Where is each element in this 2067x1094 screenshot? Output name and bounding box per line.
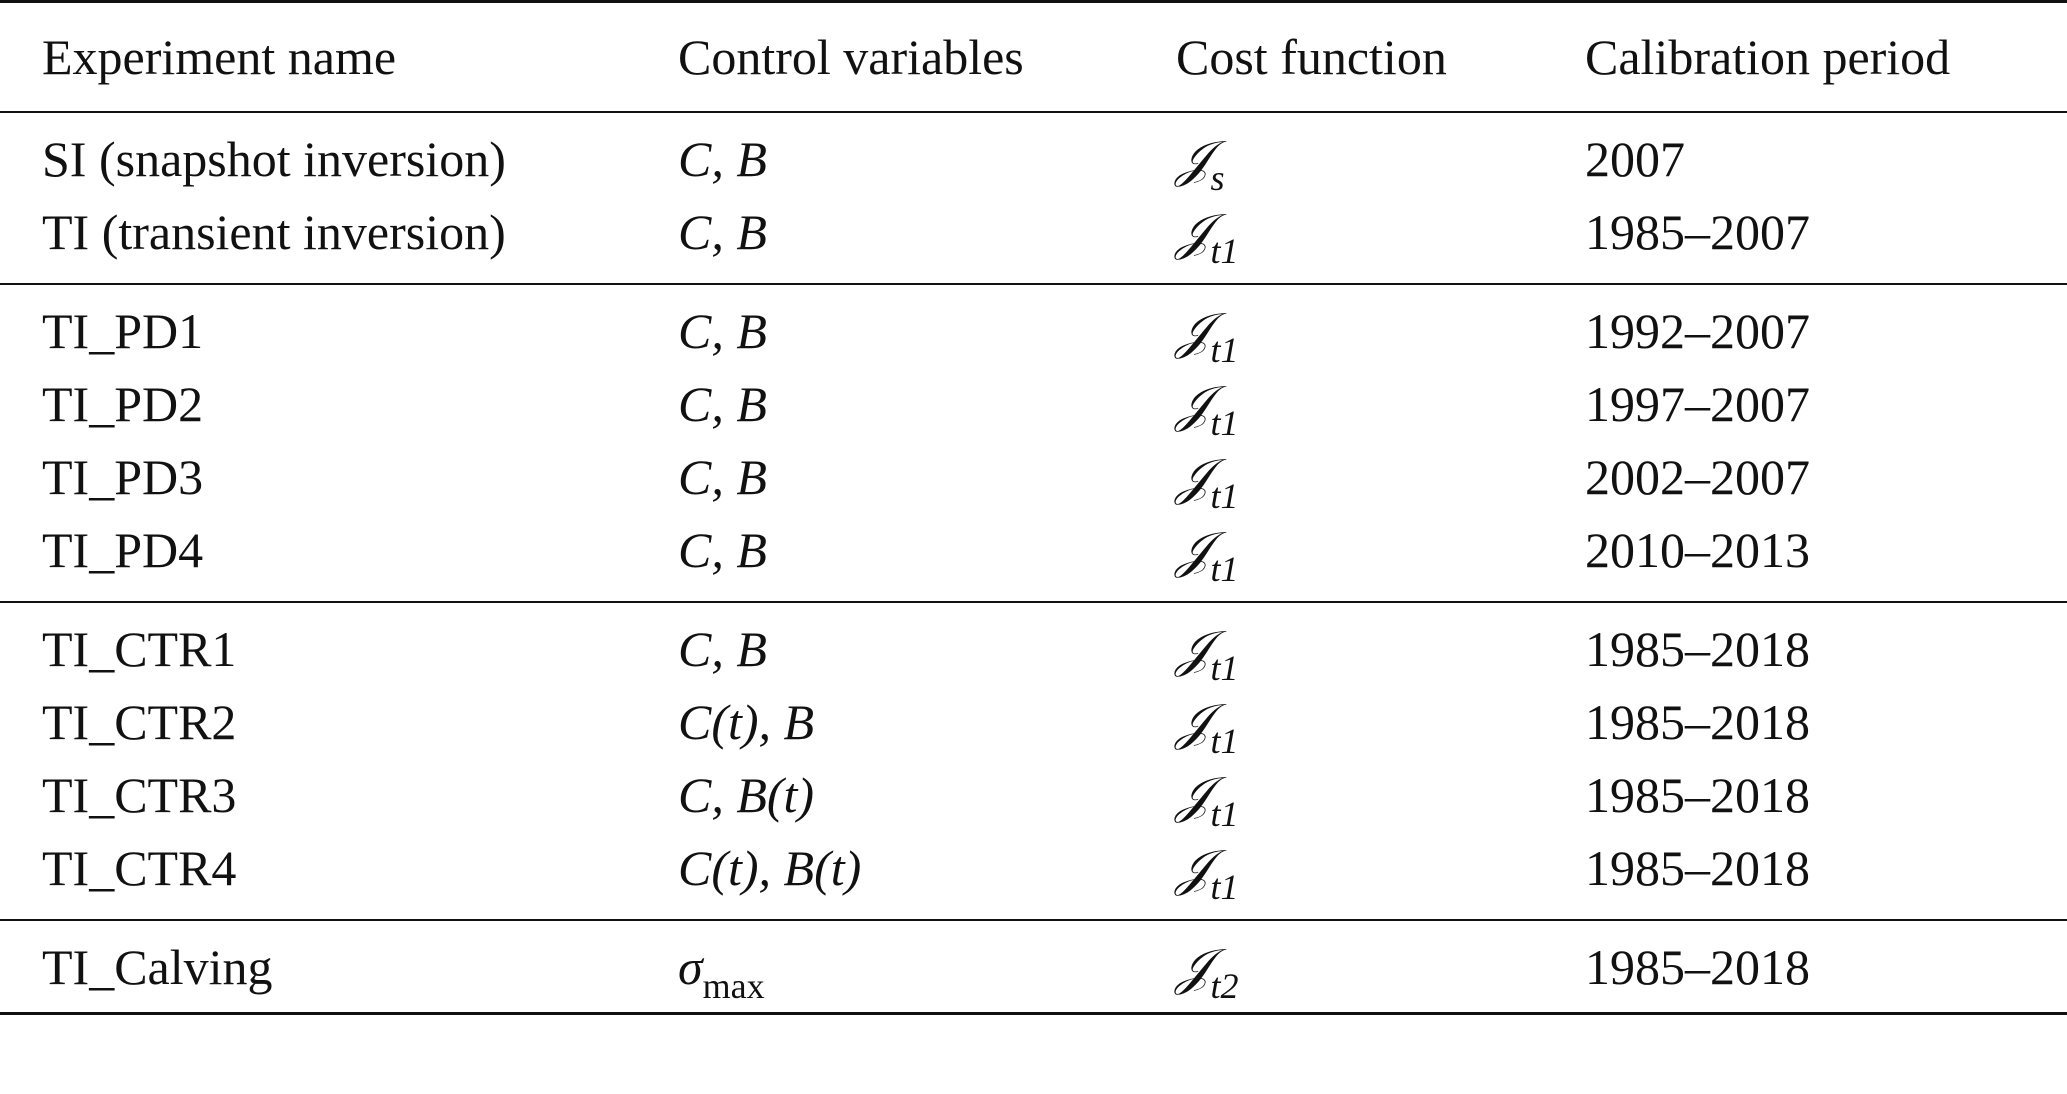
table-row: TI_CTR2 C(t), B 𝒥t1 1985–2018 bbox=[0, 686, 2067, 761]
row-group-pd: TI_PD1 C, B 𝒥t1 1992–2007 TI_PD2 C, B 𝒥t… bbox=[0, 285, 2067, 603]
cost-function-cell: 𝒥t1 bbox=[1176, 514, 1239, 592]
experiments-table: Experiment name Control variables Cost f… bbox=[0, 0, 2067, 1015]
experiment-name-cell: TI_CTR1 bbox=[42, 621, 237, 677]
control-variables-cell: C, B bbox=[678, 204, 767, 260]
cost-function-cell: 𝒥t1 bbox=[1176, 196, 1239, 274]
experiment-name-cell: TI_CTR4 bbox=[42, 840, 237, 896]
cost-symbol: 𝒥 bbox=[1176, 521, 1211, 579]
sigma-symbol: σ bbox=[678, 939, 703, 995]
control-variables-cell: C, B bbox=[678, 131, 767, 187]
cost-function-cell: 𝒥t2 bbox=[1176, 931, 1239, 1009]
header-calibration-period: Calibration period bbox=[1585, 29, 1951, 85]
header-cost-function: Cost function bbox=[1176, 29, 1447, 85]
cost-function-cell: 𝒥t1 bbox=[1176, 759, 1239, 837]
cost-subscript: s bbox=[1210, 158, 1225, 198]
table-row: TI (transient inversion) C, B 𝒥t1 1985–2… bbox=[0, 196, 2067, 271]
control-variables-cell: C(t), B(t) bbox=[678, 840, 862, 896]
control-variables-cell: C, B bbox=[678, 376, 767, 432]
table-row: TI_CTR1 C, B 𝒥t1 1985–2018 bbox=[0, 613, 2067, 688]
cost-subscript: t1 bbox=[1210, 403, 1239, 443]
calibration-period-cell: 2010–2013 bbox=[1585, 522, 1810, 578]
control-variables-cell: C, B bbox=[678, 522, 767, 578]
cost-function-cell: 𝒥t1 bbox=[1176, 613, 1239, 691]
cost-symbol: 𝒥 bbox=[1176, 130, 1211, 188]
experiment-name-cell: TI_PD1 bbox=[42, 303, 204, 359]
calibration-period-cell: 1985–2018 bbox=[1585, 694, 1810, 750]
calibration-period-cell: 2007 bbox=[1585, 131, 1685, 187]
experiment-name-cell: TI_PD3 bbox=[42, 449, 204, 505]
cost-subscript: t1 bbox=[1210, 794, 1239, 834]
cost-subscript: t1 bbox=[1210, 648, 1239, 688]
table-row: TI_PD4 C, B 𝒥t1 2010–2013 bbox=[0, 514, 2067, 589]
header-control-variables: Control variables bbox=[678, 29, 1024, 85]
experiment-name-cell: TI_PD2 bbox=[42, 376, 204, 432]
experiment-name-cell: TI_CTR2 bbox=[42, 694, 237, 750]
header-experiment-name: Experiment name bbox=[42, 29, 397, 85]
cost-subscript: t1 bbox=[1210, 330, 1239, 370]
cost-symbol: 𝒥 bbox=[1176, 620, 1211, 678]
row-group-ctr: TI_CTR1 C, B 𝒥t1 1985–2018 TI_CTR2 C(t),… bbox=[0, 603, 2067, 921]
cost-symbol: 𝒥 bbox=[1176, 938, 1211, 996]
experiment-name-cell: TI (transient inversion) bbox=[42, 204, 506, 260]
calibration-period-cell: 1985–2018 bbox=[1585, 840, 1810, 896]
experiment-name-cell: TI_Calving bbox=[42, 939, 273, 995]
row-group-calving: TI_Calving σmax 𝒥t2 1985–2018 bbox=[0, 921, 2067, 1012]
sigma-subscript: max bbox=[702, 966, 765, 1006]
cost-symbol: 𝒥 bbox=[1176, 448, 1211, 506]
cost-function-cell: 𝒥t1 bbox=[1176, 368, 1239, 446]
calibration-period-cell: 2002–2007 bbox=[1585, 449, 1810, 505]
experiment-name-cell: TI_PD4 bbox=[42, 522, 204, 578]
cost-function-cell: 𝒥s bbox=[1176, 123, 1225, 201]
cost-subscript: t1 bbox=[1210, 549, 1239, 589]
row-group-inversions: SI (snapshot inversion) C, B 𝒥s 2007 TI … bbox=[0, 123, 2067, 285]
cost-subscript: t1 bbox=[1210, 231, 1239, 271]
table-row: TI_CTR3 C, B(t) 𝒥t1 1985–2018 bbox=[0, 759, 2067, 834]
control-variables-cell: C, B(t) bbox=[678, 767, 815, 823]
table-row: SI (snapshot inversion) C, B 𝒥s 2007 bbox=[0, 123, 2067, 198]
table-row: TI_PD1 C, B 𝒥t1 1992–2007 bbox=[0, 295, 2067, 370]
control-variables-cell: C, B bbox=[678, 303, 767, 359]
cost-symbol: 𝒥 bbox=[1176, 203, 1211, 261]
calibration-period-cell: 1985–2007 bbox=[1585, 204, 1810, 260]
table-row: TI_CTR4 C(t), B(t) 𝒥t1 1985–2018 bbox=[0, 832, 2067, 907]
cost-subscript: t1 bbox=[1210, 476, 1239, 516]
cost-symbol: 𝒥 bbox=[1176, 302, 1211, 360]
cost-symbol: 𝒥 bbox=[1176, 375, 1211, 433]
cost-subscript: t1 bbox=[1210, 721, 1239, 761]
control-variables-cell: σmax bbox=[678, 931, 765, 1009]
cost-symbol: 𝒥 bbox=[1176, 693, 1211, 751]
experiment-name-cell: SI (snapshot inversion) bbox=[42, 131, 506, 187]
calibration-period-cell: 1985–2018 bbox=[1585, 767, 1810, 823]
cost-function-cell: 𝒥t1 bbox=[1176, 441, 1239, 519]
control-variables-cell: C, B bbox=[678, 449, 767, 505]
calibration-period-cell: 1985–2018 bbox=[1585, 939, 1810, 995]
control-variables-cell: C, B bbox=[678, 621, 767, 677]
table-row: TI_PD2 C, B 𝒥t1 1997–2007 bbox=[0, 368, 2067, 443]
control-variables-cell: C(t), B bbox=[678, 694, 815, 750]
calibration-period-cell: 1985–2018 bbox=[1585, 621, 1810, 677]
cost-function-cell: 𝒥t1 bbox=[1176, 295, 1239, 373]
experiment-name-cell: TI_CTR3 bbox=[42, 767, 237, 823]
cost-symbol: 𝒥 bbox=[1176, 839, 1211, 897]
cost-subscript: t2 bbox=[1210, 966, 1239, 1006]
table-header-row: Experiment name Control variables Cost f… bbox=[0, 3, 2067, 113]
table-row: TI_Calving σmax 𝒥t2 1985–2018 bbox=[0, 931, 2067, 1006]
cost-symbol: 𝒥 bbox=[1176, 766, 1211, 824]
cost-function-cell: 𝒥t1 bbox=[1176, 832, 1239, 910]
table-row: TI_PD3 C, B 𝒥t1 2002–2007 bbox=[0, 441, 2067, 516]
cost-subscript: t1 bbox=[1210, 867, 1239, 907]
calibration-period-cell: 1992–2007 bbox=[1585, 303, 1810, 359]
calibration-period-cell: 1997–2007 bbox=[1585, 376, 1810, 432]
cost-function-cell: 𝒥t1 bbox=[1176, 686, 1239, 764]
